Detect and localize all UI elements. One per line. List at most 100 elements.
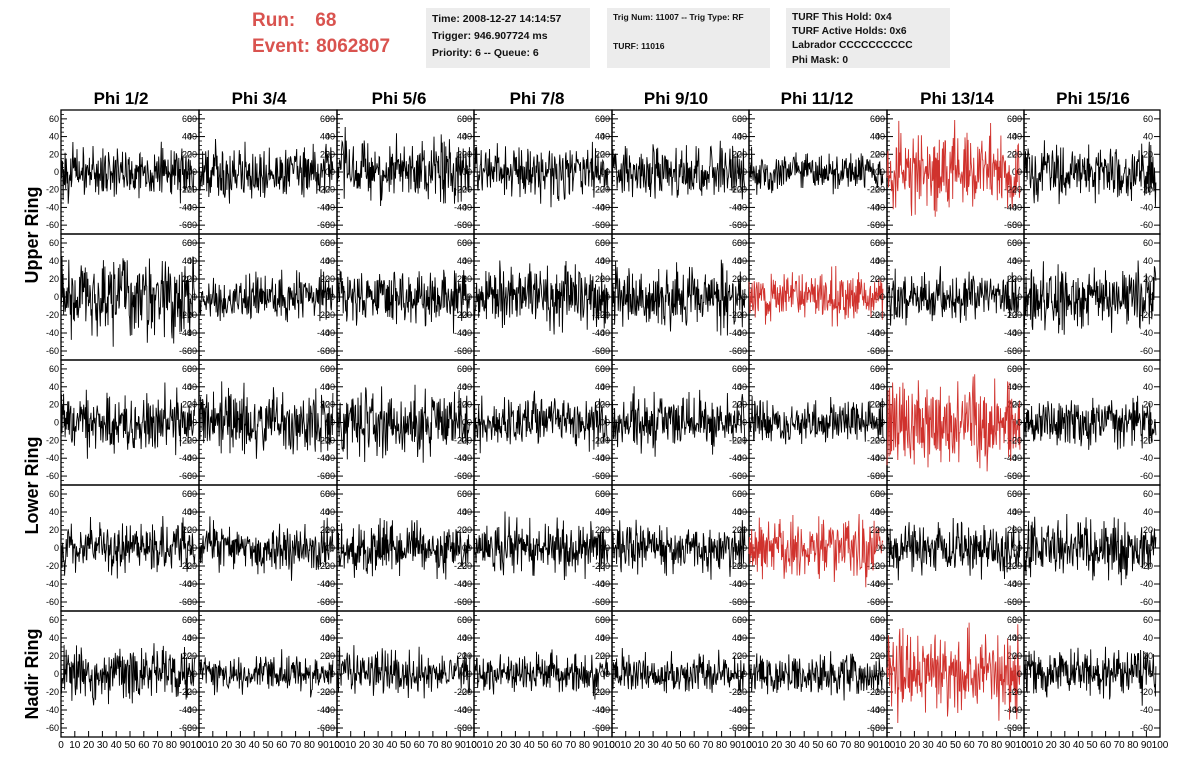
- ytick-label-right: -20: [867, 310, 880, 320]
- ytick-label-left: 40: [325, 633, 335, 643]
- ytick-label-left: 60: [1012, 489, 1022, 499]
- ytick-label-right: -20: [317, 310, 330, 320]
- ytick-label-right: 0: [1012, 167, 1017, 177]
- ytick-label-right: 40: [595, 507, 605, 517]
- row-label-1: Upper Ring: [22, 187, 42, 284]
- ytick-label-right: 60: [320, 238, 330, 248]
- xtick-label: 40: [524, 740, 536, 751]
- ytick-label-left: 0: [1017, 167, 1022, 177]
- xtick-label: 80: [304, 740, 316, 751]
- waveform-trace-r3-c6: [748, 395, 884, 445]
- ytick-label-left: -40: [872, 705, 885, 715]
- ytick-label-right: -40: [317, 705, 330, 715]
- ytick-label-right: 20: [457, 400, 467, 410]
- ytick-label-left: 40: [875, 507, 885, 517]
- ytick-label-right: 20: [320, 525, 330, 535]
- ytick-label-left: 0: [742, 167, 747, 177]
- xtick-label: 90: [730, 740, 742, 751]
- ytick-label-left: 60: [1012, 238, 1022, 248]
- ytick-label-left: 60: [875, 364, 885, 374]
- ytick-label-left: -20: [1009, 561, 1022, 571]
- ytick-label-left: -60: [459, 220, 472, 230]
- ytick-label-left: 60: [600, 615, 610, 625]
- ytick-label-right: 40: [457, 382, 467, 392]
- ytick-label-left: -40: [1009, 705, 1022, 715]
- waveform-trace-r2-c2: [198, 269, 334, 323]
- ytick-label-left: -20: [597, 310, 610, 320]
- ytick-label-left: -60: [322, 220, 335, 230]
- ytick-label-left: -40: [734, 579, 747, 589]
- ytick-label-right: 60: [595, 114, 605, 124]
- ytick-label-left: 20: [1012, 274, 1022, 284]
- ytick-label-left: -60: [46, 597, 59, 607]
- ytick-label-left: -60: [459, 723, 472, 733]
- ytick-label-right: -40: [592, 453, 605, 463]
- ytick-label-right: 0: [875, 167, 880, 177]
- ytick-label-left: -20: [322, 561, 335, 571]
- column-header-4: Phi 7/8: [510, 89, 565, 108]
- waveform-trace-r5-c5: [611, 647, 746, 694]
- ytick-label-left: -60: [46, 723, 59, 733]
- ytick-label-right: -60: [179, 220, 192, 230]
- ytick-label-left: -40: [597, 705, 610, 715]
- ytick-label-left: -40: [184, 579, 197, 589]
- turf-text: TURF: 11016: [613, 41, 665, 51]
- waveform-trace-r2-c4: [473, 260, 609, 335]
- ytick-label-right: 40: [182, 633, 192, 643]
- ytick-label-right: -20: [867, 185, 880, 195]
- ytick-label-right: 40: [1143, 132, 1153, 142]
- ytick-label-right: 60: [457, 364, 467, 374]
- ytick-label-right: 20: [1143, 400, 1153, 410]
- ytick-label-left: -40: [46, 705, 59, 715]
- ytick-label-left: 20: [600, 651, 610, 661]
- ytick-label-left: -40: [322, 705, 335, 715]
- ytick-label-left: 0: [54, 543, 59, 553]
- ytick-label-left: 40: [737, 633, 747, 643]
- ytick-label-left: 60: [875, 489, 885, 499]
- ytick-label-left: 40: [1012, 633, 1022, 643]
- ytick-label-left: -20: [597, 561, 610, 571]
- ytick-label-left: 60: [49, 364, 59, 374]
- ytick-label-right: -60: [867, 597, 880, 607]
- ytick-label-left: 0: [467, 669, 472, 679]
- ytick-label-left: 60: [737, 489, 747, 499]
- xtick-label: 0: [609, 740, 615, 751]
- ytick-label-right: -60: [179, 346, 192, 356]
- waveform-trace-r5-c6: [748, 651, 884, 701]
- ytick-label-left: 20: [325, 400, 335, 410]
- ytick-label-left: 40: [737, 507, 747, 517]
- ytick-label-right: 60: [1007, 489, 1017, 499]
- xtick-label: 100: [191, 740, 208, 751]
- ytick-label-left: -40: [1009, 579, 1022, 589]
- ytick-label-right: -20: [867, 687, 880, 697]
- ytick-label-left: 60: [600, 114, 610, 124]
- xtick-label: 40: [799, 740, 811, 751]
- ytick-label-right: 60: [1143, 114, 1153, 124]
- ytick-label-left: 0: [1017, 292, 1022, 302]
- priority-text: Priority: 6 -- Queue: 6: [432, 47, 539, 59]
- ytick-label-right: -60: [867, 346, 880, 356]
- ytick-label-right: -60: [317, 723, 330, 733]
- waveform-trace-r3-c2: [198, 381, 334, 459]
- waveform-trace-r2-c7: [886, 266, 1021, 326]
- xtick-label: 70: [427, 740, 439, 751]
- run-label: Run:: [252, 10, 296, 31]
- xtick-label: 20: [359, 740, 371, 751]
- ytick-label-right: 20: [595, 525, 605, 535]
- run-line: Run: 68: [252, 8, 417, 34]
- ytick-label-left: 20: [49, 400, 59, 410]
- ytick-label-right: -40: [179, 453, 192, 463]
- ytick-label-right: 60: [595, 238, 605, 248]
- ytick-label-left: -60: [1009, 471, 1022, 481]
- ytick-label-right: 20: [1007, 651, 1017, 661]
- ytick-label-left: -40: [322, 202, 335, 212]
- ytick-label-right: 40: [732, 633, 742, 643]
- ytick-label-right: 60: [182, 238, 192, 248]
- waveform-trace-r3-c5: [611, 386, 746, 457]
- ytick-label-right: -20: [592, 687, 605, 697]
- ytick-label-left: -40: [46, 202, 59, 212]
- ytick-label-left: 0: [192, 292, 197, 302]
- xtick-label: 80: [441, 740, 453, 751]
- ytick-label-right: 20: [870, 400, 880, 410]
- ytick-label-right: 60: [732, 615, 742, 625]
